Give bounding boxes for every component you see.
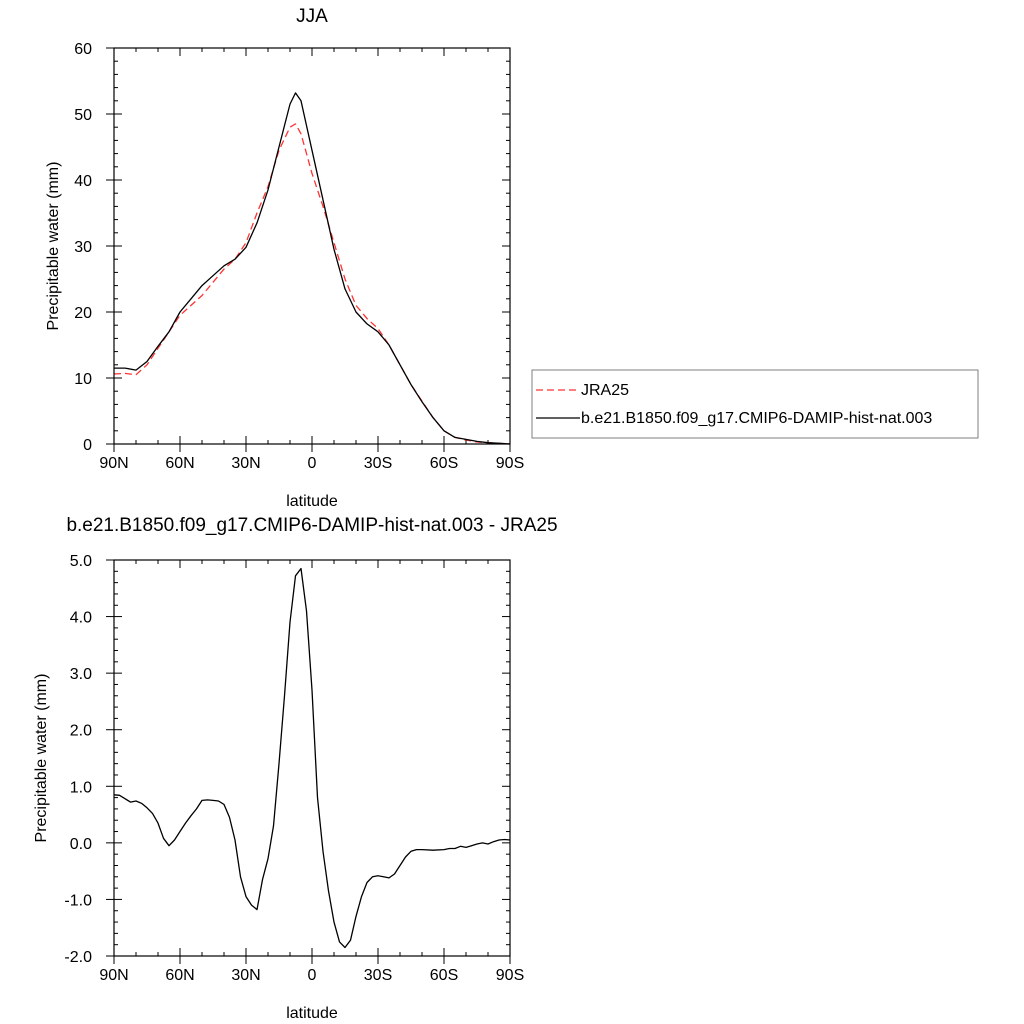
x-tick-label: 30S — [364, 455, 392, 472]
x-tick-label: 30N — [231, 455, 260, 472]
x-tick-label: 90S — [496, 967, 524, 984]
x-tick-label: 30N — [231, 967, 260, 984]
bottom-chart-frame — [113, 559, 511, 957]
x-tick-label: 30S — [364, 967, 392, 984]
y-tick-label: 4.0 — [70, 610, 92, 627]
series-line-0-0 — [113, 123, 511, 445]
top-chart-lines — [113, 92, 511, 445]
bottom-chart-xlabel: latitude — [286, 1005, 338, 1022]
top-chart: JJA 90N 60N 30N 0 30S 60S 90S 0 10 20 30 40 50 60 lat… — [45, 6, 979, 510]
y-tick-label: 1.0 — [70, 779, 92, 796]
x-tick-label: 90N — [99, 967, 128, 984]
top-chart-ylabel: Precipitable water (mm) — [45, 162, 62, 331]
top-chart-ticks: 90N 60N 30N 0 30S 60S 90S 0 10 20 30 40 50 60 — [74, 41, 524, 472]
y-tick-label: -2.0 — [64, 949, 92, 966]
y-tick-label: 10 — [74, 371, 92, 388]
top-chart-xlabel: latitude — [286, 493, 338, 510]
y-tick-label: 40 — [74, 173, 92, 190]
y-tick-label: 3.0 — [70, 666, 92, 683]
bottom-chart-ylabel: Precipitable water (mm) — [33, 674, 50, 843]
legend-label-jra25: JRA25 — [581, 382, 629, 399]
legend-box — [531, 369, 979, 439]
y-tick-label: 20 — [74, 305, 92, 322]
legend-label-model: b.e21.B1850.f09_g17.CMIP6-DAMIP-hist-nat… — [581, 410, 932, 427]
x-tick-label: 60S — [430, 455, 458, 472]
legend: JRA25 b.e21.B1850.f09_g17.CMIP6-DAMIP-hi… — [531, 369, 979, 439]
x-tick-label: 0 — [308, 967, 317, 984]
x-tick-label: 60N — [165, 455, 194, 472]
y-tick-label: 0.0 — [70, 836, 92, 853]
y-tick-label: 5.0 — [70, 553, 92, 570]
bottom-chart: b.e21.B1850.f09_g17.CMIP6-DAMIP-hist-nat… — [33, 515, 558, 1022]
bottom-chart-title: b.e21.B1850.f09_g17.CMIP6-DAMIP-hist-nat… — [66, 515, 557, 536]
bottom-chart-ticks: 90N 60N 30N 0 30S 60S 90S -2.0 -1.0 0.0 1.0 2.0 3.0 4… — [64, 553, 524, 984]
top-chart-frame — [113, 47, 511, 445]
bottom-chart-lines — [113, 567, 511, 949]
x-tick-label: 90S — [496, 455, 524, 472]
y-tick-label: 50 — [74, 107, 92, 124]
y-tick-label: 2.0 — [70, 723, 92, 740]
y-tick-label: 60 — [74, 41, 92, 58]
y-tick-label: -1.0 — [64, 892, 92, 909]
series-line-1-0 — [113, 567, 511, 949]
x-tick-label: 0 — [308, 455, 317, 472]
x-tick-label: 60N — [165, 967, 194, 984]
x-tick-label: 60S — [430, 967, 458, 984]
top-chart-title: JJA — [296, 6, 328, 27]
series-line-0-1 — [114, 92, 511, 445]
x-tick-label: 90N — [99, 455, 128, 472]
y-tick-label: 30 — [74, 239, 92, 256]
y-tick-label: 0 — [83, 437, 92, 454]
